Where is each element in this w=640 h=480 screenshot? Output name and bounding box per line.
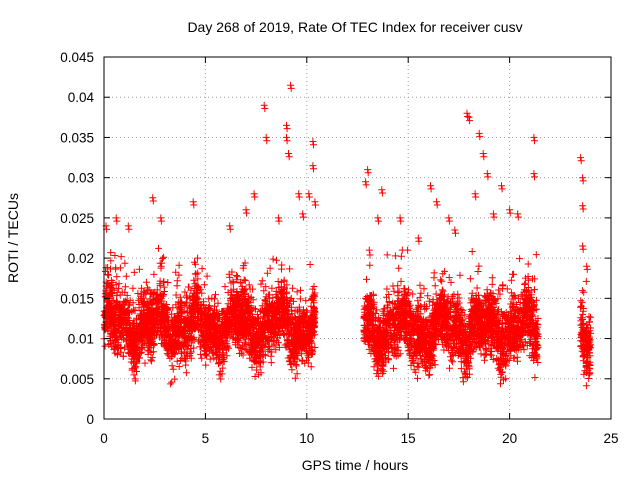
x-axis-label: GPS time / hours: [302, 457, 409, 473]
y-axis-label: ROTI / TECUs: [5, 193, 21, 283]
y-tick-label: 0.015: [60, 291, 94, 306]
chart-title: Day 268 of 2019, Rate Of TEC Index for r…: [187, 19, 522, 35]
x-tick-label: 15: [401, 431, 416, 446]
roti-scatter-points: [100, 81, 595, 390]
x-tick-label: 5: [202, 431, 210, 446]
x-tick-label: 25: [603, 431, 618, 446]
x-tick-labels: 0 5 10 15 20 25: [100, 431, 618, 446]
x-tick-label: 0: [100, 431, 108, 446]
y-tick-label: 0.035: [60, 130, 94, 145]
x-tick-label: 10: [299, 431, 314, 446]
grid-lines: [104, 57, 611, 419]
plot-frame: [103, 56, 612, 420]
y-tick-label: 0.025: [60, 211, 94, 226]
y-tick-label: 0.01: [68, 332, 94, 347]
data-points: [100, 81, 595, 390]
y-tick-label: 0.045: [60, 50, 94, 65]
y-tick-label: 0: [86, 412, 94, 427]
y-tick-label: 0.005: [60, 372, 94, 387]
x-tick-label: 20: [502, 431, 517, 446]
y-tick-label: 0.02: [68, 251, 94, 266]
y-tick-label: 0.04: [68, 90, 95, 105]
y-tick-label: 0.03: [68, 171, 94, 186]
axis-ticks: [103, 56, 612, 420]
y-tick-labels: 0 0.005 0.01 0.015 0.02 0.025 0.03 0.035 0.04 0.0…: [60, 50, 94, 427]
